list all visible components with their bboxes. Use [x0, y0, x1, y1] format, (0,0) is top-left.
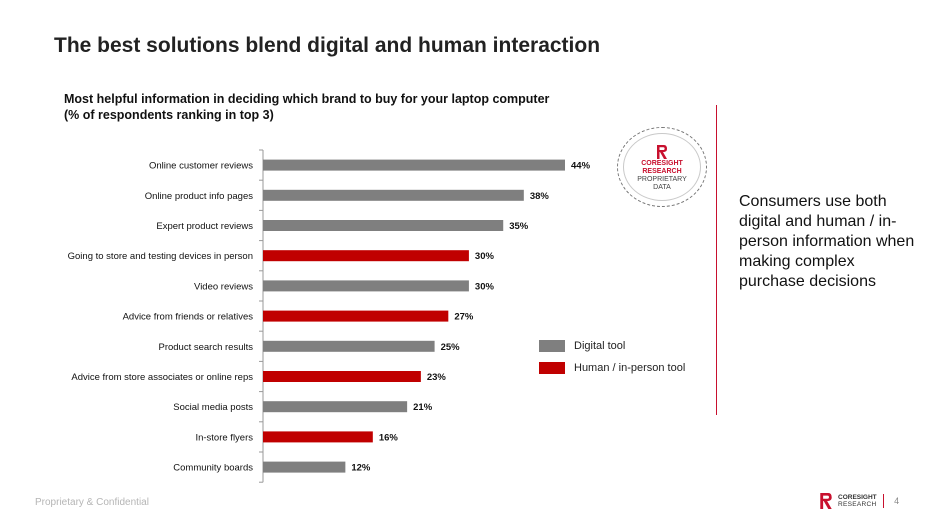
footer-separator	[882, 494, 885, 508]
bar-digital	[263, 340, 435, 352]
data-label: 25%	[441, 342, 461, 353]
category-label: In-store flyers	[195, 432, 253, 443]
proprietary-data-badge: CORESIGHT RESEARCH PROPRIETARY DATA	[617, 127, 707, 207]
category-label: Social media posts	[173, 402, 253, 413]
bar-digital	[263, 280, 469, 292]
chart-legend: Digital tool Human / in-person tool	[539, 339, 685, 383]
bar-human	[263, 431, 373, 443]
category-label: Advice from friends or relatives	[123, 312, 254, 323]
footer-brand-line-1: CORESIGHT	[838, 494, 877, 501]
category-label: Product search results	[158, 342, 253, 353]
badge-caption-line-1: PROPRIETARY	[637, 176, 687, 183]
coresight-logo-icon	[657, 145, 667, 159]
data-label: 44%	[571, 161, 591, 172]
bar-digital	[263, 159, 565, 171]
chart-title: Most helpful information in deciding whi…	[64, 91, 549, 123]
legend-item-human: Human / in-person tool	[539, 361, 685, 375]
vertical-divider	[716, 105, 718, 415]
bar-human	[263, 310, 449, 322]
category-label: Online product info pages	[145, 191, 254, 202]
data-label: 38%	[530, 191, 550, 202]
badge-brand-line-2: RESEARCH	[642, 168, 682, 175]
data-label: 21%	[413, 402, 433, 413]
chart-title-line-1: Most helpful information in deciding whi…	[64, 92, 550, 106]
footer-logo: CORESIGHT RESEARCH 4	[818, 491, 899, 511]
footer-confidential: Proprietary & Confidential	[35, 497, 149, 508]
chart-title-line-2: (% of respondents ranking in top 3)	[64, 108, 274, 122]
category-label: Video reviews	[194, 281, 253, 292]
category-label: Online customer reviews	[149, 161, 253, 172]
bar-digital	[263, 401, 408, 413]
data-label: 30%	[475, 281, 495, 292]
data-label: 27%	[454, 312, 474, 323]
bar-human	[263, 371, 421, 382]
data-label: 35%	[509, 221, 529, 232]
legend-item-digital: Digital tool	[539, 339, 685, 353]
footer-brand-line-2: RESEARCH	[838, 501, 877, 508]
legend-swatch-digital	[539, 340, 565, 352]
data-label: 16%	[379, 432, 399, 443]
badge-caption-line-2: DATA	[653, 184, 671, 191]
bar-digital	[263, 220, 504, 231]
legend-label-human: Human / in-person tool	[574, 362, 686, 374]
callout-text: Consumers use both digital and human / i…	[739, 193, 915, 290]
coresight-footer-logo-icon	[820, 493, 832, 509]
page-number: 4	[894, 496, 900, 506]
badge-inner-ring: CORESIGHT RESEARCH PROPRIETARY DATA	[623, 133, 701, 201]
legend-swatch-human	[539, 362, 565, 374]
category-label: Community boards	[173, 463, 253, 474]
footer-brand-text: CORESIGHT RESEARCH	[838, 494, 877, 508]
category-label: Expert product reviews	[156, 221, 253, 232]
bar-human	[263, 250, 469, 262]
legend-label-digital: Digital tool	[574, 340, 626, 352]
bar-digital	[263, 461, 346, 473]
data-label: 23%	[427, 372, 447, 383]
data-label: 30%	[475, 251, 495, 262]
badge-brand-line-1: CORESIGHT	[641, 160, 683, 167]
slide-title: The best solutions blend digital and hum…	[54, 34, 601, 57]
category-label: Going to store and testing devices in pe…	[68, 251, 253, 262]
bar-digital	[263, 189, 524, 201]
data-label: 12%	[351, 463, 371, 474]
category-label: Advice from store associates or online r…	[71, 372, 253, 383]
